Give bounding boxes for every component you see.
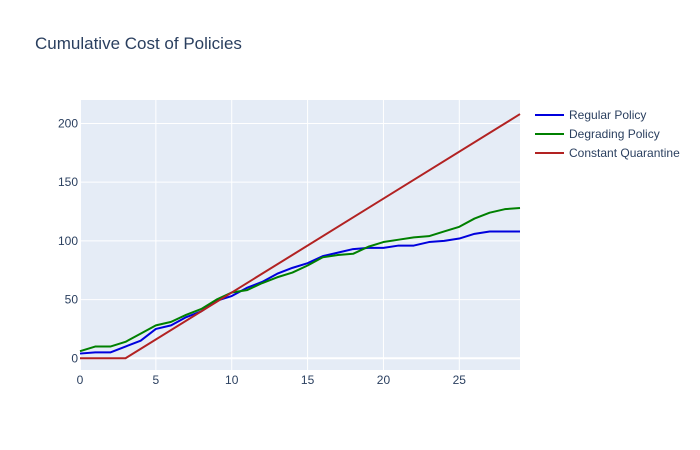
grid-lines [79, 100, 520, 370]
plot-background [80, 100, 520, 370]
x-tick-label: 5 [153, 373, 160, 387]
series-lines [79, 113, 521, 360]
x-tick-label: 0 [77, 373, 84, 387]
chart-title: Cumulative Cost of Policies [35, 34, 242, 53]
legend-label: Regular Policy [569, 108, 646, 122]
series-line-2 [79, 207, 521, 353]
x-tick-label: 20 [377, 373, 391, 387]
axis-tick-labels: 0 5 10 15 20 25 0 50 100 150 200 [58, 116, 466, 387]
legend-label: Constant Quarantine [569, 146, 680, 160]
legend-item[interactable]: Regular Policy [535, 108, 646, 122]
legend-label: Degrading Policy [569, 127, 660, 141]
y-tick-label: 150 [58, 175, 78, 189]
x-tick-label: 15 [301, 373, 315, 387]
y-tick-label: 0 [71, 351, 78, 365]
y-tick-label: 100 [58, 234, 78, 248]
x-tick-label: 25 [453, 373, 467, 387]
y-tick-label: 50 [65, 293, 79, 307]
legend[interactable]: Regular Policy Degrading Policy Constant Q… [535, 108, 680, 160]
x-tick-label: 10 [225, 373, 239, 387]
legend-item[interactable]: Constant Quarantine [535, 146, 680, 160]
series-line-3 [80, 113, 521, 360]
legend-item[interactable]: Degrading Policy [535, 127, 660, 141]
series-line-1 [79, 230, 520, 355]
y-tick-label: 200 [58, 116, 78, 130]
